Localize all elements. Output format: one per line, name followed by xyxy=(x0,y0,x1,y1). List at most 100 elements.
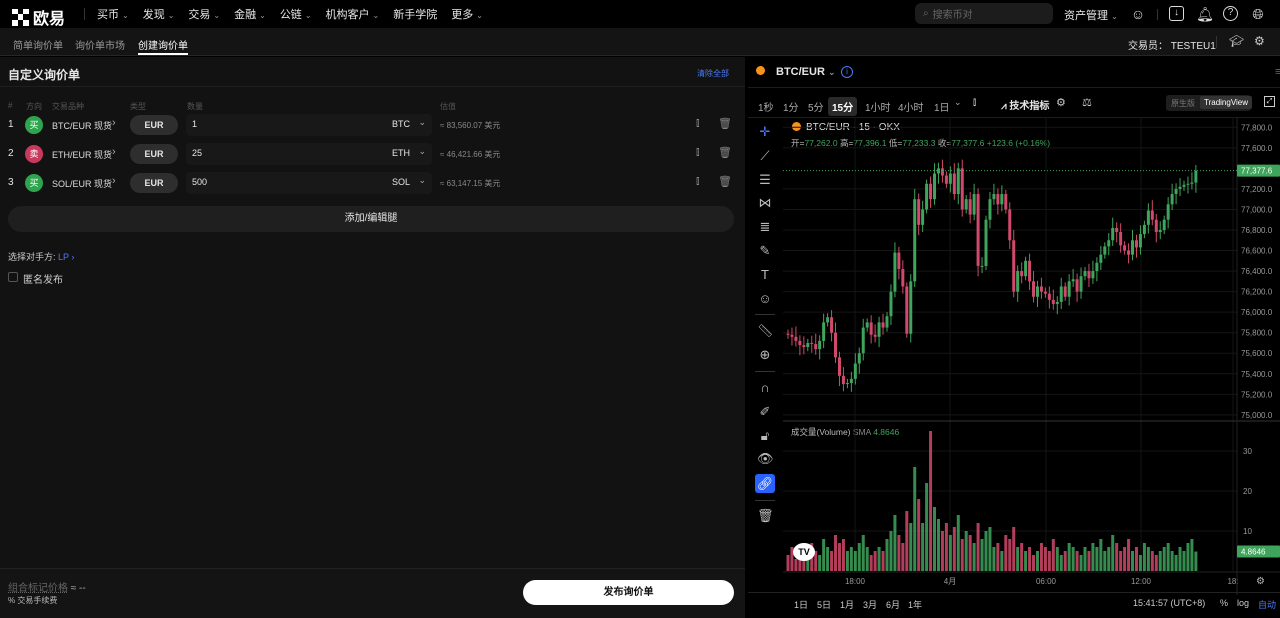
chart-leg-icon[interactable]: ⫾ xyxy=(696,175,700,187)
timeframe-3[interactable]: 15分 xyxy=(828,97,858,116)
fib-icon[interactable]: ≣ xyxy=(759,219,771,234)
indicators-button[interactable]: ⩘ 技术指标 xyxy=(1001,97,1049,112)
timeframe-0[interactable]: 1秒 xyxy=(758,103,774,114)
pattern-icon[interactable]: ⋈ xyxy=(758,195,772,210)
brush-icon[interactable]: ✎ xyxy=(759,243,771,258)
compare-scale-icon[interactable]: ⚖ xyxy=(1082,97,1092,109)
delete-icon[interactable]: 🗑︎ xyxy=(718,176,732,188)
timeframe-5[interactable]: 4小时 xyxy=(898,103,924,114)
log-toggle[interactable]: log xyxy=(1237,598,1250,608)
native-view-tab[interactable]: 原生版 xyxy=(1171,99,1195,108)
lock-icon[interactable]: 🔓︎ xyxy=(760,428,770,443)
menu-item[interactable]: 发现 ⌄ xyxy=(143,6,175,22)
counterparty-selector[interactable]: 选择对手方: LP › xyxy=(8,250,74,263)
type-pill[interactable]: EUR xyxy=(130,173,178,193)
pencil-lock-icon[interactable]: ✐ xyxy=(759,404,771,419)
clear-all-link[interactable]: 清除全部 xyxy=(697,69,729,78)
eye-icon[interactable]: 👁︎ xyxy=(757,451,774,466)
range-0[interactable]: 1日 xyxy=(794,600,809,610)
assets-menu[interactable]: 资产管理 ⌄ xyxy=(1064,7,1118,23)
user-icon[interactable]: ☺ xyxy=(1130,6,1146,22)
fullscreen-icon[interactable]: ⤢ xyxy=(1264,96,1275,107)
axis-settings-icon[interactable]: ⚙ xyxy=(1256,576,1265,587)
percent-toggle[interactable]: % xyxy=(1220,598,1229,608)
tradingview-logo-icon[interactable]: TV xyxy=(793,543,815,561)
candle-type-icon[interactable]: ⫾ xyxy=(973,97,977,108)
chevron-right-icon[interactable]: › xyxy=(112,146,116,158)
range-3[interactable]: 3月 xyxy=(863,600,878,610)
chevron-down-icon[interactable]: ⌄ xyxy=(954,97,962,107)
range-5[interactable]: 1年 xyxy=(908,600,923,610)
tab-create-rfq[interactable]: 创建询价单 xyxy=(138,37,188,55)
menu-icon[interactable]: ≡ xyxy=(1275,66,1280,78)
side-badge[interactable]: 买 xyxy=(25,174,43,192)
candle-body xyxy=(810,342,814,344)
menu-item[interactable]: 金融 ⌄ xyxy=(234,6,266,22)
quantity-input[interactable]: 500 SOL ⌄ xyxy=(186,172,432,194)
timeframe-6[interactable]: 1日 xyxy=(934,103,950,114)
graduation-cap-icon[interactable]: 🎓︎ xyxy=(1229,34,1245,48)
delete-icon[interactable]: 🗑︎ xyxy=(718,147,732,159)
type-pill[interactable]: EUR xyxy=(130,144,178,164)
menu-item[interactable]: 更多 ⌄ xyxy=(451,6,483,22)
counterparty-value[interactable]: LP xyxy=(58,252,69,262)
search-input[interactable]: ⌕ 搜索币对 xyxy=(915,3,1053,24)
tradingview-tab[interactable]: TradingView xyxy=(1200,96,1253,109)
range-4[interactable]: 6月 xyxy=(886,600,901,610)
tab-simple-rfq[interactable]: 简单询价单 xyxy=(13,41,63,52)
globe-icon[interactable]: 🌐︎ xyxy=(1252,6,1264,22)
help-icon[interactable]: ? xyxy=(1223,6,1238,21)
timeframe-4[interactable]: 1小时 xyxy=(865,103,891,114)
zoom-in-icon[interactable]: ⊕ xyxy=(759,347,771,362)
timeframe-1[interactable]: 1分 xyxy=(783,103,799,114)
menu-item[interactable]: 新手学院 xyxy=(393,6,437,22)
menu-item[interactable]: 机构客户 ⌄ xyxy=(326,6,380,22)
trendline-icon[interactable]: ⟋ xyxy=(760,148,770,163)
range-1[interactable]: 5日 xyxy=(817,600,832,610)
add-edit-legs-button[interactable]: 添加/编辑腿 xyxy=(8,206,734,232)
chart-settings-icon[interactable]: ⚙ xyxy=(1056,97,1066,109)
info-icon[interactable]: i xyxy=(841,66,853,78)
timeframe-2[interactable]: 5分 xyxy=(808,103,824,114)
instrument-name[interactable]: BTC/EUR 现货 xyxy=(52,121,113,131)
okx-logo[interactable]: 欧易 xyxy=(12,5,65,29)
unit-select[interactable]: SOL xyxy=(391,177,410,187)
emoji-icon[interactable]: ☺ xyxy=(758,291,772,306)
side-badge[interactable]: 卖 xyxy=(25,145,43,163)
chart-leg-icon[interactable]: ⫾ xyxy=(696,146,700,158)
price-chart[interactable]: 77,800.0 77,600.0 77,200.0 77,000.0 76,800.0… xyxy=(783,117,1280,595)
chart-leg-icon[interactable]: ⫾ xyxy=(696,117,700,129)
link-icon[interactable]: 🔗︎ xyxy=(755,474,775,493)
horizontal-lines-icon[interactable]: ☰ xyxy=(759,172,771,187)
tab-rfq-market[interactable]: 询价单市场 xyxy=(75,41,125,52)
download-icon[interactable]: ↓ xyxy=(1169,6,1184,21)
instrument-name[interactable]: ETH/EUR 现货 xyxy=(52,150,113,160)
quantity-input[interactable]: 1 BTC ⌄ xyxy=(186,114,432,136)
settings-icon[interactable]: ⚙ xyxy=(1254,34,1265,48)
bell-icon[interactable]: 🔔︎ xyxy=(1196,6,1214,22)
anonymous-checkbox[interactable] xyxy=(8,272,18,282)
quantity-input[interactable]: 25 ETH ⌄ xyxy=(186,143,432,165)
side-badge[interactable]: 买 xyxy=(25,116,43,134)
publish-rfq-button[interactable]: 发布询价单 xyxy=(523,580,734,605)
symbol-selector[interactable]: BTC/EUR ⌄ xyxy=(776,66,836,78)
instrument-name[interactable]: SOL/EUR 现货 xyxy=(52,179,113,189)
delete-icon[interactable]: 🗑︎ xyxy=(718,118,732,130)
ruler-icon[interactable]: 📏︎ xyxy=(757,323,774,338)
text-icon[interactable]: T xyxy=(761,267,769,282)
menu-item[interactable]: 交易 ⌄ xyxy=(188,6,220,22)
fee-label[interactable]: % 交易手续费 xyxy=(8,596,58,605)
chevron-right-icon[interactable]: › xyxy=(112,175,116,187)
menu-item[interactable]: 买币 ⌄ xyxy=(97,6,129,22)
crosshair-icon[interactable]: ✛ xyxy=(759,124,771,139)
trash-icon[interactable]: 🗑︎ xyxy=(757,508,774,523)
type-pill[interactable]: EUR xyxy=(130,115,178,135)
magnet-icon[interactable]: ∩ xyxy=(760,380,770,395)
auto-scale-toggle[interactable]: 自动 xyxy=(1258,600,1277,610)
panel-resize-handle[interactable] xyxy=(745,57,748,618)
range-2[interactable]: 1月 xyxy=(840,600,855,610)
unit-select[interactable]: BTC xyxy=(392,119,410,129)
menu-item[interactable]: 公链 ⌄ xyxy=(280,6,312,22)
unit-select[interactable]: ETH xyxy=(392,148,410,158)
chevron-right-icon[interactable]: › xyxy=(112,117,116,129)
